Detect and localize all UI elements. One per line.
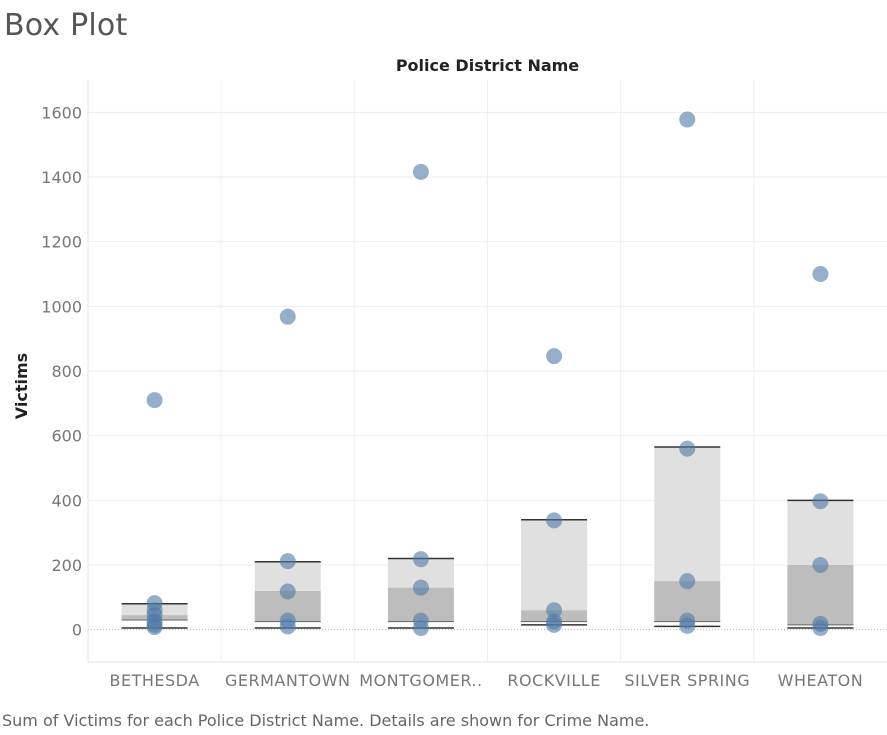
y-axis-label: Victims xyxy=(12,353,31,419)
data-point xyxy=(279,583,296,600)
x-category-label: GERMANTOWN xyxy=(225,671,351,690)
data-point xyxy=(546,512,563,529)
x-category-label: ROCKVILLE xyxy=(507,671,600,690)
data-point xyxy=(679,617,696,634)
data-point xyxy=(412,620,429,637)
data-point xyxy=(546,348,563,365)
data-point xyxy=(146,619,163,636)
y-tick-label: 1200 xyxy=(41,233,82,252)
sheet-title: Box Plot xyxy=(4,8,128,43)
data-point xyxy=(412,579,429,596)
data-point xyxy=(679,440,696,457)
data-point xyxy=(412,551,429,568)
data-point xyxy=(679,573,696,590)
data-point xyxy=(146,392,163,409)
box-lower xyxy=(787,565,854,625)
x-category-label: BETHESDA xyxy=(110,671,200,690)
y-tick-label: 600 xyxy=(51,427,82,446)
data-point xyxy=(279,618,296,635)
data-point xyxy=(812,493,829,510)
y-tick-label: 800 xyxy=(51,362,82,381)
data-point xyxy=(812,620,829,637)
data-point xyxy=(279,553,296,570)
x-category-label: WHEATON xyxy=(778,671,864,690)
y-tick-label: 400 xyxy=(51,491,82,510)
data-point xyxy=(546,602,563,619)
x-category-label: MONTGOMER.. xyxy=(359,671,482,690)
box-upper xyxy=(654,446,721,582)
y-tick-label: 0 xyxy=(72,621,82,640)
y-tick-label: 1400 xyxy=(41,168,82,187)
data-point xyxy=(679,111,696,128)
data-point xyxy=(546,616,563,633)
column-header-title: Police District Name xyxy=(395,56,580,75)
data-point xyxy=(412,163,429,180)
data-point xyxy=(812,266,829,282)
y-tick-label: 1600 xyxy=(41,103,82,122)
sheet-caption: Sum of Victims for each Police District … xyxy=(2,711,650,730)
y-tick-label: 1000 xyxy=(41,297,82,316)
x-category-label: SILVER SPRING xyxy=(624,671,750,690)
box-upper xyxy=(787,500,854,565)
data-point xyxy=(812,557,829,573)
y-tick-label: 200 xyxy=(51,556,82,575)
box-upper xyxy=(521,519,588,611)
data-point xyxy=(279,308,296,325)
